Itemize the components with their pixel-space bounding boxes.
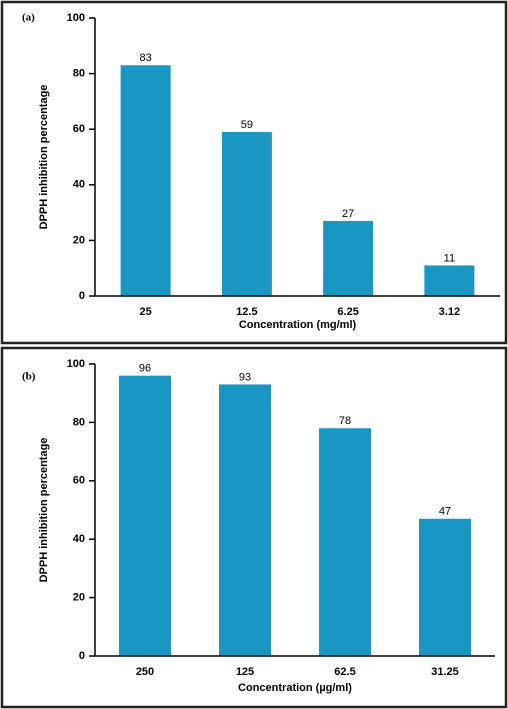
x-axis-label: Concentration (mg/ml)	[239, 319, 357, 331]
bar	[221, 131, 272, 296]
x-axis-label: Concentration (µg/ml)	[238, 682, 352, 694]
y-tick-label: 0	[79, 650, 85, 662]
y-axis-label: DPPH inhibition percentage	[38, 85, 50, 230]
y-tick-label: 40	[73, 179, 85, 191]
panel-label: (a)	[22, 12, 35, 24]
bar	[219, 384, 271, 656]
y-tick-label: 0	[79, 290, 85, 302]
y-tick-label: 80	[73, 68, 85, 80]
x-tick-label: 12.5	[236, 306, 257, 318]
value-label: 83	[140, 52, 152, 64]
bar	[319, 428, 371, 656]
bar	[419, 518, 471, 656]
panel-frame	[0, 0, 508, 345]
x-tick-label: 62.5	[334, 666, 355, 678]
value-label: 59	[241, 119, 253, 131]
y-tick-label: 100	[67, 12, 85, 24]
y-tick-label: 60	[73, 475, 85, 487]
x-tick-label: 3.12	[439, 306, 460, 318]
y-tick-label: 20	[73, 592, 85, 604]
value-label: 93	[239, 371, 251, 383]
x-tick-label: 25	[140, 306, 152, 318]
bar	[119, 375, 171, 656]
value-label: 78	[339, 415, 351, 427]
y-tick-label: 60	[73, 123, 85, 135]
x-tick-label: 250	[136, 666, 154, 678]
value-label: 47	[439, 506, 451, 518]
bar	[323, 220, 374, 296]
bar	[424, 265, 475, 296]
y-tick-label: 100	[67, 358, 85, 370]
x-tick-label: 6.25	[337, 306, 358, 318]
value-label: 27	[342, 208, 354, 220]
y-axis-label: DPPH inhibition percentage	[38, 438, 50, 583]
y-tick-label: 80	[73, 416, 85, 428]
x-tick-label: 31.25	[431, 666, 459, 678]
bar	[120, 65, 171, 296]
x-tick-label: 125	[236, 666, 254, 678]
y-tick-label: 40	[73, 533, 85, 545]
value-label: 11	[444, 252, 455, 264]
panel-label: (b)	[22, 371, 36, 383]
value-label: 96	[139, 363, 151, 375]
panel-frame	[0, 346, 508, 709]
y-tick-label: 20	[73, 234, 85, 246]
